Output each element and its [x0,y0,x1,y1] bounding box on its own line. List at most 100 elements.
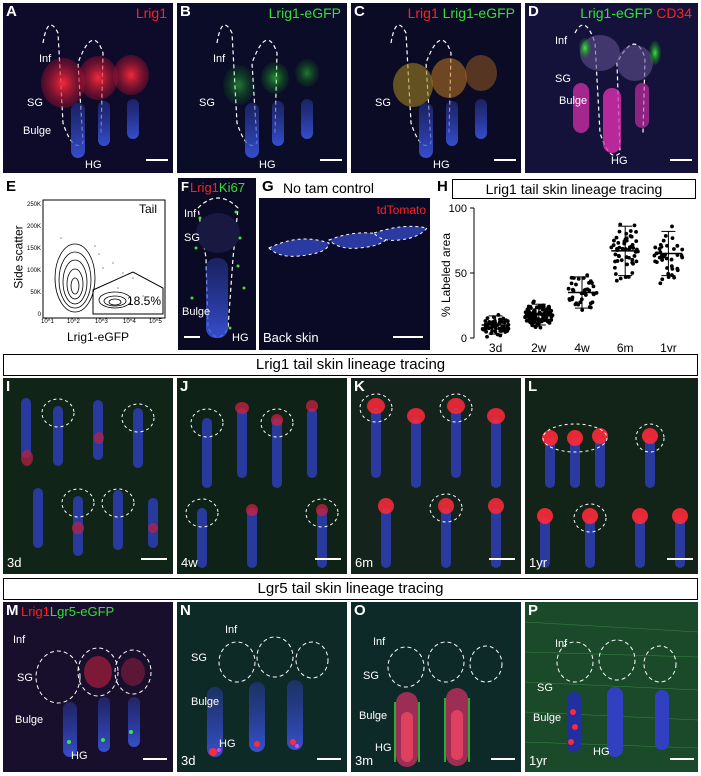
panel-label-I: I [6,378,11,395]
panel-label-O: O [354,602,366,619]
chart-point [481,327,486,332]
scale-bar-O [491,758,515,760]
flow-cytometry-plot [42,199,166,319]
micrograph-L [525,378,698,574]
panel-M-title: Lrig1Lgr5-eGFP [21,604,114,620]
chart-ytick-label: 0 [461,333,467,345]
flow-ytick: 100K [26,268,41,274]
anatomy-hg-M: HG [71,750,88,762]
chart-point [523,315,528,319]
chart-point [569,281,574,286]
flow-xtick: 10^3 [95,319,108,325]
micrograph-G [259,178,430,350]
chart-point [666,275,671,280]
scale-bar-J [315,558,341,560]
panel-J: J 4w [177,378,347,574]
panel-label-G: G [262,178,274,195]
panel-label-P: P [528,602,539,619]
panel-label-K: K [354,378,365,395]
timepoint-I: 3d [7,555,22,570]
flow-title: Tail [138,202,157,216]
chart-point [632,223,637,228]
panel-F: F Lrig1Ki67 Inf SG Bulge HG [178,178,256,350]
chart-point [527,310,532,315]
panel-C: C Lrig1 Lrig1-eGFP SG HG [351,3,521,173]
anatomy-bulge-N: Bulge [191,696,220,708]
scale-bar-M [143,758,167,760]
chart-point [657,255,662,260]
chart-point [634,229,638,234]
chart-point [652,253,657,258]
chart-point [628,234,633,238]
chart-point [680,247,685,252]
chart-point [549,308,554,313]
panel-A-title: Lrig1 [135,5,167,21]
flow-xtick: 10^1 [41,319,54,325]
panel-N: N Inf SG Bulge HG 3d [177,602,347,772]
anatomy-sg-N: SG [191,652,207,664]
panel-F-title-red: Lrig1 [190,180,219,195]
flow-gate-percent: 18.5% [127,294,162,308]
chart-point [528,304,533,309]
chart-point [583,293,588,297]
chart-point [527,314,532,319]
chart-point [634,239,639,243]
panel-label-E: E [6,178,17,195]
chart-xtick-label: 4w [574,341,590,352]
panel-G: G No tam control tdTomato Back skin [259,178,430,350]
chart-point [613,272,618,276]
scale-bar-N [317,758,341,760]
micrograph-K [351,378,521,574]
panel-M-title-green: Lgr5-eGFP [49,604,115,619]
anatomy-inf-O: Inf [373,636,386,648]
panel-C-title-red: Lrig1 [407,5,439,21]
panel-label-J: J [180,378,189,395]
chart-point [672,275,677,280]
panel-H-title: Lrig1 tail skin lineage tracing [452,179,696,199]
chart-point [617,245,622,250]
panel-label-H: H [437,178,448,195]
chart-point [544,314,549,319]
chart-ytick-label: 50 [455,268,467,280]
banner-lgr5-lineage: Lgr5 tail skin lineage tracing [3,578,698,600]
micrograph-I [3,378,173,574]
chart-point [569,275,574,280]
chart-xtick-label: 1yr [660,341,677,352]
chart-point [587,280,591,285]
chart-point [504,318,508,323]
anatomy-sg-B: SG [199,97,215,109]
flow-xtick: 10^5 [149,319,162,325]
anatomy-hg-D: HG [611,155,628,167]
scale-bar-D [670,159,692,161]
chart-point [546,319,551,324]
flow-ytick: 0 [37,312,41,318]
anatomy-sg-P: SG [537,682,553,694]
chart-point [546,310,551,315]
panel-label-D: D [528,3,539,20]
chart-point [675,243,680,248]
micrograph-C [351,3,521,173]
anatomy-hg-N: HG [219,738,236,750]
chart-point [501,316,506,321]
anatomy-hg-C: HG [433,159,450,171]
panel-F-title: Lrig1Ki67 [190,180,245,196]
chart-point [578,300,583,305]
banner-lrig1-lineage: Lrig1 tail skin lineage tracing [3,354,698,376]
flow-yticks: 0 50K 100K 150K 200K 250K [17,200,41,320]
chart-point [631,246,636,250]
panel-label-N: N [180,602,191,619]
chart-point [628,229,633,233]
anatomy-bulge-P: Bulge [533,712,562,724]
anatomy-inf-A: Inf [39,53,52,65]
chart-point [531,300,536,305]
panel-C-title-green: Lrig1-eGFP [442,5,515,21]
micrograph-J [177,378,347,574]
micrograph-A [3,3,173,173]
anatomy-bulge-D: Bulge [559,95,588,107]
panel-B-title: Lrig1-eGFP [268,5,341,21]
chart-point [670,273,674,277]
chart-point [612,238,616,243]
chart-xtick-label: 6m [617,341,634,352]
panel-G-subtitle: tdTomato [376,203,426,217]
chart-point [630,242,635,247]
